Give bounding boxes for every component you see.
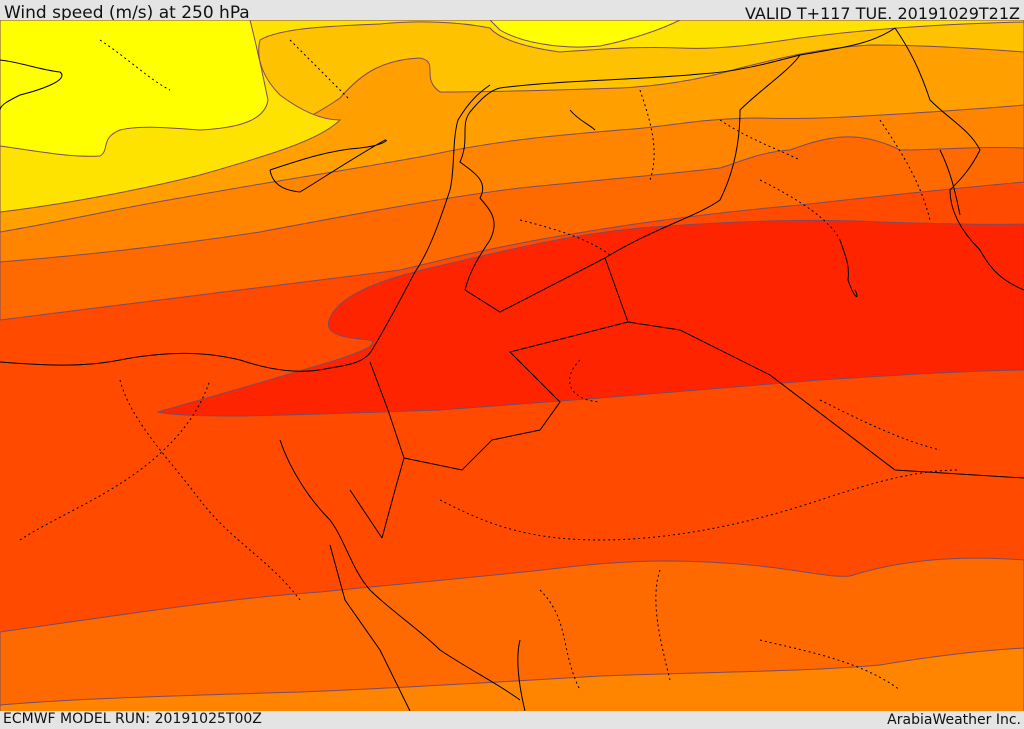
band-5-south [0, 647, 1024, 711]
footer-bar: ECMWF MODEL RUN: 20191025T00Z ArabiaWeat… [0, 711, 1024, 729]
map-title: Wind speed (m/s) at 250 hPa [4, 3, 250, 23]
valid-time: VALID T+117 TUE. 20191029T21Z [744, 4, 1020, 23]
map-canvas [0, 20, 1024, 711]
provincial-boundaries [19, 39, 961, 691]
band-8-jet-core [156, 219, 1024, 417]
model-run-label: ECMWF MODEL RUN: 20191025T00Z [3, 711, 262, 727]
band-1 [0, 20, 269, 157]
header-bar: Wind speed (m/s) at 250 hPa VALID T+117 … [0, 0, 1024, 23]
band-1-north [489, 20, 681, 48]
credit-label: ArabiaWeather Inc. [887, 712, 1021, 728]
country-borders [329, 27, 1024, 711]
coastlines [0, 59, 961, 701]
wind-speed-map [0, 20, 1024, 711]
